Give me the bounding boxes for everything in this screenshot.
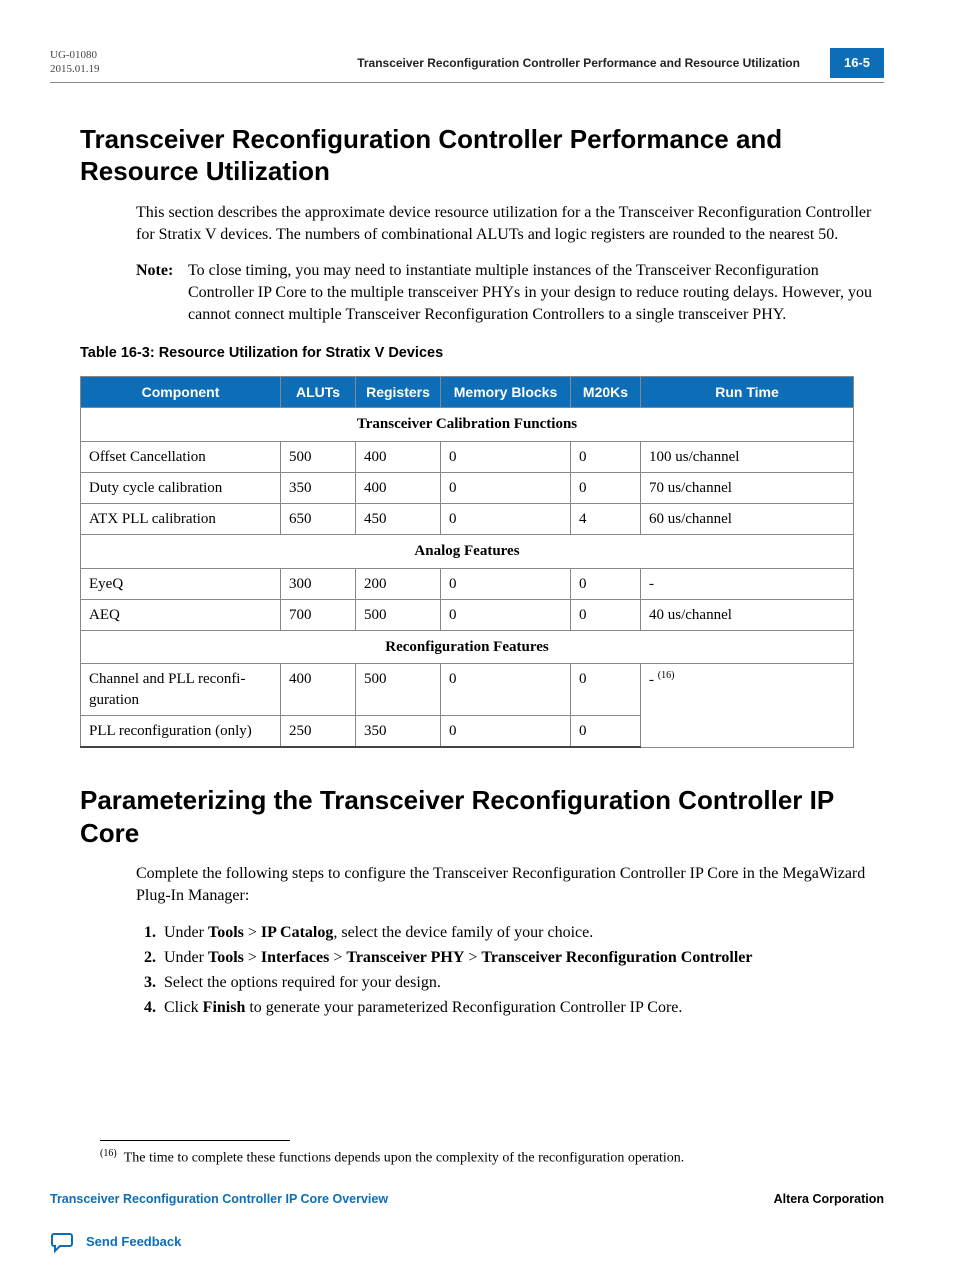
header-right: Transceiver Reconfiguration Controller P… [357,48,884,78]
cell: 0 [441,472,571,503]
cell: 0 [441,599,571,630]
section1-intro: This section describes the approximate d… [136,202,884,246]
cell: 0 [571,664,641,716]
section-heading-performance: Transceiver Reconfiguration Controller P… [80,123,884,188]
table-body: Transceiver Calibration Functions Offset… [81,408,854,747]
cell: 60 us/channel [641,504,854,535]
cell: 250 [281,715,356,747]
cell: 0 [571,472,641,503]
table-section-label: Reconfiguration Features [81,631,854,664]
table-row: ATX PLL calibration 650 450 0 4 60 us/ch… [81,504,854,535]
steps-list: Under Tools > IP Catalog, select the dev… [136,921,884,1020]
table-section-row: Analog Features [81,535,854,568]
section-heading-parameterizing: Parameterizing the Transceiver Reconfigu… [80,784,884,849]
cell: 650 [281,504,356,535]
cell: 0 [571,568,641,599]
resource-table: Component ALUTs Registers Memory Blocks … [80,376,854,749]
col-component: Component [81,376,281,408]
col-m20ks: M20Ks [571,376,641,408]
table-row: EyeQ 300 200 0 0 - [81,568,854,599]
cell: 350 [281,472,356,503]
note-label: Note: [136,260,184,282]
cell: 0 [441,715,571,747]
cell: 300 [281,568,356,599]
table-row: Duty cycle calibration 350 400 0 0 70 us… [81,472,854,503]
page-footer: Transceiver Reconfiguration Controller I… [50,1191,884,1208]
step-item: Under Tools > Interfaces > Transceiver P… [160,946,884,971]
cell: Offset Cancellation [81,441,281,472]
page-header: UG-01080 2015.01.19 Transceiver Reconfig… [50,48,884,83]
cell: Duty cycle calibration [81,472,281,503]
note-block: Note: To close timing, you may need to i… [136,260,884,326]
footnote-ref: (16) [658,670,675,681]
cell: 700 [281,599,356,630]
note-text: To close timing, you may need to instant… [188,260,882,326]
table-row: Channel and PLL reconfi­guration 400 500… [81,664,854,716]
doc-id: UG-01080 [50,48,100,62]
send-feedback-link[interactable]: Send Feedback [50,1230,884,1254]
feedback-icon [50,1230,76,1254]
cell: 4 [571,504,641,535]
page-number-badge: 16-5 [830,48,884,78]
step-item: Select the options required for your des… [160,971,884,996]
doc-date: 2015.01.19 [50,62,100,76]
cell: 0 [441,568,571,599]
footnote-text: The time to complete these functions dep… [124,1151,685,1166]
cell: 0 [571,715,641,747]
col-runtime: Run Time [641,376,854,408]
cell: 0 [571,441,641,472]
col-registers: Registers [356,376,441,408]
cell: EyeQ [81,568,281,599]
table-section-label: Analog Features [81,535,854,568]
cell: 0 [571,599,641,630]
cell: 500 [356,664,441,716]
footnote-rule [100,1140,290,1141]
cell: Channel and PLL reconfi­guration [81,664,281,716]
col-memory: Memory Blocks [441,376,571,408]
cell: 70 us/channel [641,472,854,503]
table-row: AEQ 700 500 0 0 40 us/channel [81,599,854,630]
table-section-row: Transceiver Calibration Functions [81,408,854,441]
footer-company: Altera Corporation [774,1191,884,1208]
cell: 200 [356,568,441,599]
table-section-label: Transceiver Calibration Functions [81,408,854,441]
cell: 0 [441,504,571,535]
cell: 100 us/channel [641,441,854,472]
footnote: (16) The time to complete these function… [100,1147,884,1169]
cell: 500 [356,599,441,630]
cell: 500 [281,441,356,472]
cell: 400 [281,664,356,716]
table-row: Offset Cancellation 500 400 0 0 100 us/c… [81,441,854,472]
cell: ATX PLL calibration [81,504,281,535]
step-item: Under Tools > IP Catalog, select the dev… [160,921,884,946]
table-header-row: Component ALUTs Registers Memory Blocks … [81,376,854,408]
running-title: Transceiver Reconfiguration Controller P… [357,55,800,71]
section2-intro: Complete the following steps to configur… [136,863,884,907]
cell: 450 [356,504,441,535]
cell: 0 [441,441,571,472]
col-aluts: ALUTs [281,376,356,408]
cell: 350 [356,715,441,747]
cell: 40 us/channel [641,599,854,630]
cell: 400 [356,441,441,472]
footnote-num: (16) [100,1148,117,1159]
table-section-row: Reconfiguration Features [81,631,854,664]
cell: 0 [441,664,571,716]
cell: AEQ [81,599,281,630]
cell: - [641,568,854,599]
table-caption: Table 16-3: Resource Utilization for Str… [80,344,884,364]
feedback-label: Send Feedback [86,1233,181,1251]
cell-runtime-merged: - (16) [641,664,854,747]
footer-chapter-link[interactable]: Transceiver Reconfiguration Controller I… [50,1191,388,1208]
step-item: Click Finish to generate your parameteri… [160,996,884,1021]
doc-meta: UG-01080 2015.01.19 [50,48,100,77]
cell: PLL reconfiguration (only) [81,715,281,747]
cell: 400 [356,472,441,503]
